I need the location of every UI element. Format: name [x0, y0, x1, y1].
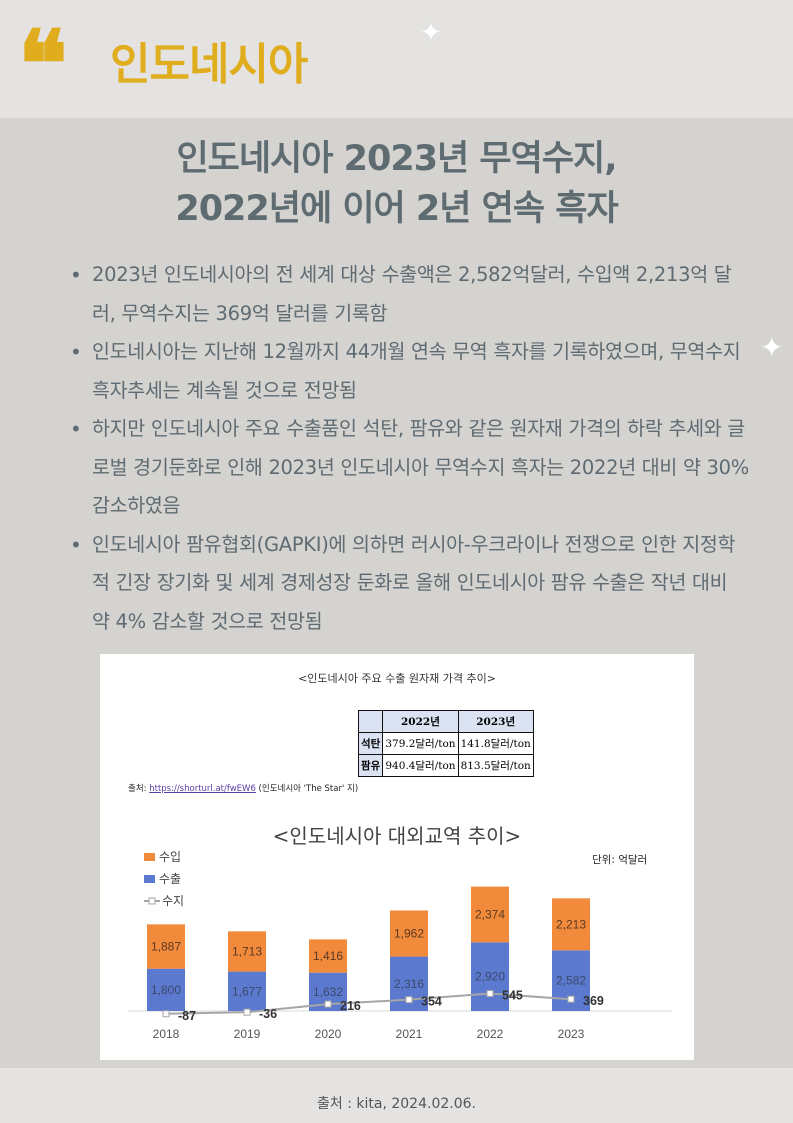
page-title-line2: 2022년에 이어 2년 연속 흑자	[175, 189, 618, 229]
sparkle-icon: ✦	[760, 331, 784, 364]
balance-point	[567, 995, 575, 1003]
balance-point	[405, 996, 413, 1004]
price-table-header: 2023년	[457, 710, 534, 733]
figure-source-suffix: (인도네시아 'The Star' 지)	[255, 784, 359, 794]
data-label-balance: 216	[340, 999, 361, 1013]
bar-import	[309, 939, 347, 973]
price-table-caption: <인도네시아 주요 수출 원자재 가격 추이>	[298, 672, 496, 685]
x-tick-label: 2022	[477, 1027, 504, 1041]
bar-export	[471, 942, 509, 1011]
price-table-corner	[357, 710, 384, 733]
data-label-import: 1,962	[394, 927, 424, 941]
header-bar	[0, 0, 793, 118]
legend-item-export: 수출	[144, 868, 184, 890]
bar-import	[552, 898, 590, 951]
bar-import	[471, 886, 509, 943]
data-label-export: 1,677	[232, 984, 262, 998]
page-title: 인도네시아 2023년 무역수지, 2022년에 이어 2년 연속 흑자	[0, 134, 793, 234]
data-label-balance: -36	[259, 1007, 277, 1021]
data-label-balance: 354	[421, 995, 442, 1009]
balance-line	[165, 992, 572, 1015]
balance-point	[243, 1008, 251, 1016]
bar-export	[228, 971, 266, 1011]
bullet-item: 2023년 인도네시아의 전 세계 대상 수출액은 2,582억달러, 수입액 …	[70, 256, 750, 333]
balance-point	[324, 1000, 332, 1008]
x-tick-label: 2023	[558, 1027, 585, 1041]
data-label-import: 1,713	[232, 944, 262, 958]
chart-title: <인도네시아 대외교역 추이>	[272, 824, 522, 848]
bar-export	[147, 968, 185, 1011]
header-title: 인도네시아	[110, 39, 308, 90]
chart-legend: 수입 수출 수지	[144, 846, 184, 912]
x-tick-label: 2021	[396, 1027, 423, 1041]
bar-import	[147, 924, 185, 969]
price-table-cell: 813.5달러/ton	[457, 754, 534, 777]
sparkle-icon: ✦	[420, 18, 442, 48]
figure-source: 출처: https://shorturl.at/fwEW6 (인도네시아 'Th…	[128, 782, 358, 794]
price-table: 2022년 2023년 석탄 379.2달러/ton 141.8달러/ton 팜…	[357, 710, 534, 777]
price-table-cell: 141.8달러/ton	[457, 732, 534, 755]
data-label-import: 2,213	[556, 917, 586, 931]
legend-item-import: 수입	[144, 846, 184, 868]
data-label-export: 1,800	[151, 983, 181, 997]
balance-point	[162, 1010, 170, 1018]
data-label-import: 1,887	[151, 940, 181, 954]
legend-swatch-import	[144, 853, 155, 861]
figure-image: <인도네시아 주요 수출 원자재 가격 추이> 2022년 2023년 석탄 3…	[100, 654, 694, 1060]
bullet-item: 인도네시아는 지난해 12월까지 44개월 연속 무역 흑자를 기록하였으며, …	[70, 333, 750, 410]
x-tick-label: 2018	[153, 1027, 180, 1041]
footer-source: 출처 : kita, 2024.02.06.	[317, 1096, 476, 1112]
bar-import	[390, 910, 428, 957]
page-title-line1: 인도네시아 2023년 무역수지,	[176, 139, 617, 179]
bullet-item: 하지만 인도네시아 주요 수출품인 석탄, 팜유와 같은 원자재 가격의 하락 …	[70, 410, 750, 526]
x-tick-label: 2020	[315, 1027, 342, 1041]
legend-label: 수지	[162, 894, 185, 908]
bullet-list: 2023년 인도네시아의 전 세계 대상 수출액은 2,582억달러, 수입액 …	[70, 256, 750, 641]
legend-item-balance: 수지	[144, 890, 184, 912]
legend-label: 수출	[159, 872, 182, 886]
data-label-balance: 369	[583, 994, 604, 1008]
bar-import	[228, 931, 266, 972]
data-label-export: 1,632	[313, 985, 343, 999]
data-label-import: 1,416	[313, 949, 343, 963]
legend-label: 수입	[159, 850, 182, 864]
footer-bar	[0, 1068, 793, 1123]
data-label-balance: -87	[178, 1009, 196, 1023]
quote-icon: ❝	[18, 10, 68, 118]
bullet-item: 인도네시아 팜유협회(GAPKI)에 의하면 러시아-우크라이나 전쟁으로 인한…	[70, 526, 750, 642]
balance-point	[486, 990, 494, 998]
data-label-balance: 545	[502, 989, 523, 1003]
data-label-import: 2,374	[475, 907, 505, 921]
figure-source-prefix: 출처:	[128, 784, 150, 794]
source-link[interactable]: https://shorturl.at/fwEW6	[149, 784, 256, 794]
trade-chart: 1,800 1,887 2018 1,677 1,713 2019 1,632 1,416 20…	[128, 886, 672, 1041]
legend-line-balance-icon	[144, 897, 160, 905]
x-tick-label: 2019	[234, 1027, 261, 1041]
data-label-export: 2,582	[556, 974, 586, 988]
chart-unit: 단위: 억달러	[592, 854, 648, 866]
legend-swatch-export	[144, 875, 155, 883]
price-table-row-label: 팜유	[357, 754, 384, 777]
price-table-cell: 940.4달러/ton	[382, 754, 459, 777]
data-label-export: 2,920	[475, 970, 505, 984]
data-label-export: 2,316	[394, 977, 424, 991]
